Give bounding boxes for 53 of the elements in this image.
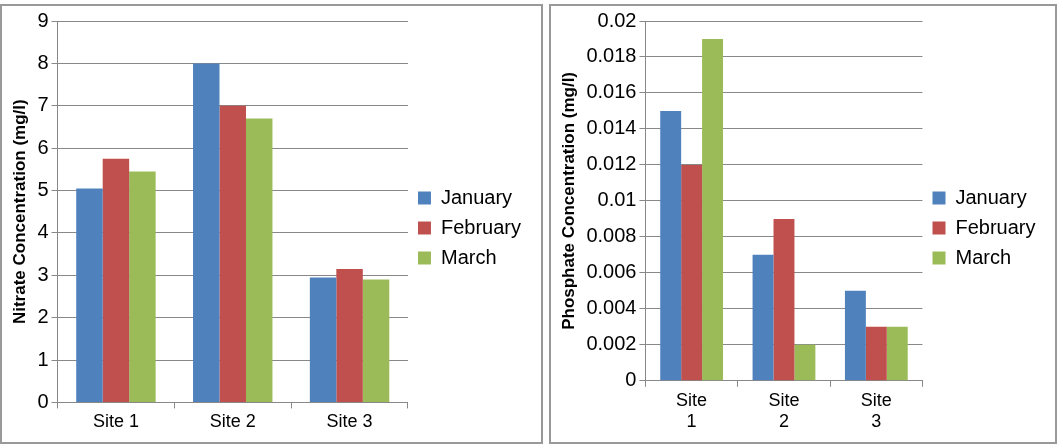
legend-label: February — [440, 215, 521, 238]
bar — [844, 290, 866, 381]
y-tick-label: 0.002 — [586, 332, 637, 355]
y-tick-label: 9 — [37, 8, 49, 31]
y-tick-label: 7 — [37, 93, 49, 116]
bar — [309, 277, 337, 402]
y-tick-label: 0 — [37, 389, 49, 412]
y-tick-label: 5 — [37, 178, 49, 201]
bar — [336, 268, 363, 402]
x-tick-label: Site 3 — [326, 411, 373, 432]
bar — [886, 326, 908, 381]
bar — [362, 279, 390, 402]
y-tick-label: 2 — [37, 305, 49, 328]
bar — [752, 254, 774, 381]
y-tick-label: 3 — [37, 262, 49, 285]
x-tick-label: Site 1 — [676, 389, 708, 432]
bar — [76, 188, 103, 402]
y-tick-label: 0.018 — [586, 44, 637, 67]
y-tick-label: 0.012 — [586, 152, 637, 175]
x-tick-label: Site 2 — [209, 411, 256, 432]
y-tick-label: 0.004 — [586, 296, 637, 319]
y-tick-label: 0 — [625, 368, 637, 391]
bar — [129, 171, 156, 402]
y-tick-label: 0.016 — [586, 80, 637, 103]
bar — [773, 218, 795, 381]
y-tick-label: 0.008 — [586, 224, 637, 247]
y-tick-label: 0.01 — [597, 188, 637, 211]
bar — [219, 105, 246, 402]
bar — [102, 158, 130, 402]
y-tick-label: 0.014 — [586, 116, 637, 139]
bar — [865, 326, 887, 381]
y-tick-label: 0.02 — [597, 8, 637, 31]
bar — [794, 344, 816, 381]
legend-label: February — [955, 215, 1036, 238]
bar — [660, 110, 682, 381]
legend-label: March — [440, 245, 497, 268]
y-tick-label: 1 — [37, 347, 49, 370]
y-axis-title: Phosphate Concentration (mg/l) — [558, 71, 578, 330]
legend-label: January — [955, 185, 1027, 208]
x-tick-label: Site 3 — [860, 389, 892, 432]
y-tick-label: 8 — [37, 50, 49, 73]
bar — [245, 118, 273, 402]
y-tick-label: 6 — [37, 135, 49, 158]
legend-label: January — [440, 185, 513, 208]
bar — [681, 164, 703, 381]
y-tick-label: 0.006 — [586, 260, 637, 283]
x-tick-label: Site 1 — [92, 411, 139, 432]
y-axis-title: Nitrate Concentration (mg/l) — [9, 99, 29, 325]
y-tick-label: 4 — [37, 220, 49, 243]
bar — [193, 63, 220, 402]
x-tick-label: Site 2 — [768, 389, 800, 432]
bar — [702, 38, 724, 381]
legend-label: March — [955, 245, 1012, 268]
